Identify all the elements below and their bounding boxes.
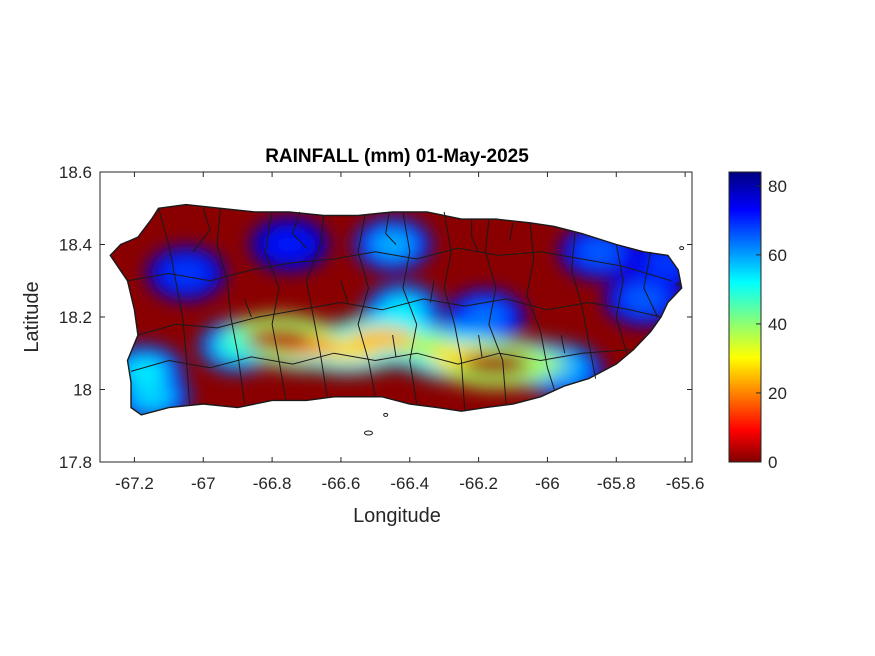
x-tick-label: -66.2: [459, 474, 498, 493]
x-axis-label: Longitude: [353, 505, 441, 527]
rainfall-cell: [244, 326, 313, 351]
y-axis: 17.8 18 18.2 18.4 18.6: [59, 163, 692, 472]
rainfall-cell: [164, 259, 209, 288]
rainfall-cell: [463, 303, 508, 331]
islet: [363, 430, 373, 436]
chart-title: RAINFALL (mm) 01-May-2025: [265, 146, 529, 167]
colorbar-tick-label: 60: [768, 246, 787, 265]
y-tick-label: 18: [73, 381, 92, 400]
plot-area: -67.2 -67 -66.8 -66.6 -66.4 -66.2 -66 -65.8 -65.…: [59, 163, 705, 493]
x-tick-label: -67.2: [115, 474, 154, 493]
rainfall-cell: [461, 352, 530, 377]
colorbar: 0 20 40 60 80: [728, 171, 787, 472]
y-axis-label: Latitude: [21, 281, 43, 352]
colorbar-tick-label: 40: [768, 315, 787, 334]
x-axis: -67.2 -67 -66.8 -66.6 -66.4 -66.2 -66 -65.8 -65.…: [115, 172, 704, 493]
x-tick-label: -66.8: [253, 474, 292, 493]
colorbar-tick-label: 20: [768, 384, 787, 403]
y-tick-label: 18.4: [59, 236, 92, 255]
x-tick-label: -66.4: [390, 474, 429, 493]
rainfall-cell: [621, 284, 666, 313]
colorbar-tick-label: 80: [768, 177, 787, 196]
rainfall-cell: [348, 326, 417, 351]
x-tick-label: -66: [535, 474, 560, 493]
rainfall-cell: [129, 382, 174, 411]
island-outline: [109, 203, 683, 416]
y-tick-label: 17.8: [59, 453, 92, 472]
colorbar-gradient: [728, 171, 762, 463]
rainfall-cell: [267, 230, 312, 259]
colorbar-ticks: 0 20 40 60 80: [756, 177, 787, 472]
y-tick-label: 18.2: [59, 308, 92, 327]
colorbar-tick-label: 0: [768, 453, 777, 472]
x-tick-label: -66.6: [322, 474, 361, 493]
x-tick-label: -67: [191, 474, 216, 493]
rainfall-cell: [370, 230, 415, 259]
y-tick-label: 18.6: [59, 163, 92, 182]
rainfall-cell: [577, 237, 622, 266]
islets: [363, 246, 685, 436]
islet: [679, 246, 685, 251]
x-tick-label: -65.6: [666, 474, 705, 493]
islet: [383, 412, 389, 417]
x-tick-label: -65.8: [597, 474, 636, 493]
municipality-borders: [127, 208, 672, 412]
islet: [675, 282, 681, 287]
